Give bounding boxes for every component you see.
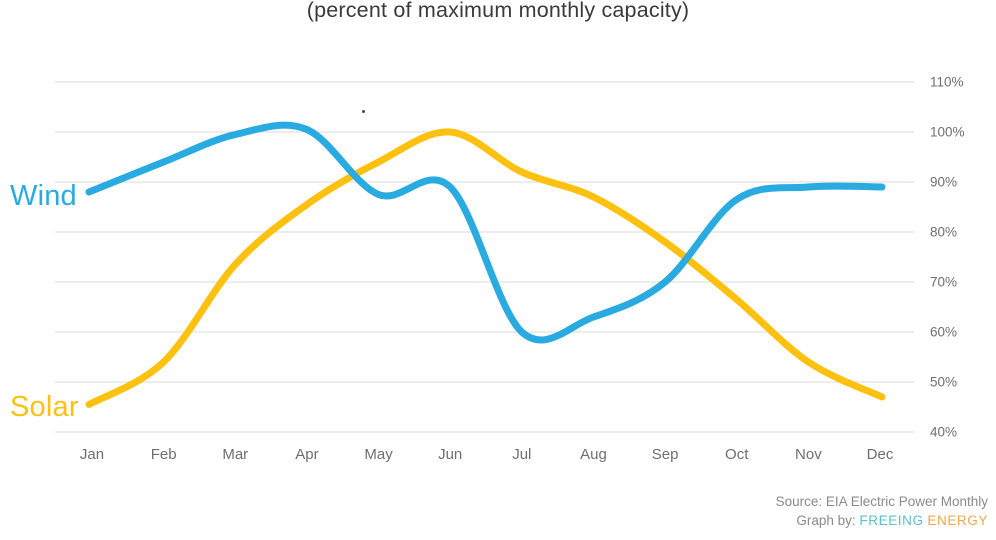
x-tick-label: Jul: [512, 446, 532, 463]
y-tick-label: 90%: [930, 174, 958, 190]
y-tick-label: 70%: [930, 274, 958, 290]
brand-freeing: FREEING: [859, 513, 924, 528]
graph-by-line: Graph by: FREEING ENERGY: [776, 512, 988, 530]
x-tick-label: Nov: [795, 446, 822, 463]
x-tick-label: Oct: [725, 446, 749, 463]
x-tick-label: Sep: [651, 446, 679, 463]
wind-series-label: Wind: [10, 180, 77, 212]
stray-dot: [362, 110, 365, 113]
x-tick-label: Aug: [580, 446, 607, 463]
x-tick-label: Feb: [150, 446, 177, 463]
x-tick-label: Apr: [295, 446, 319, 463]
x-tick-label: Mar: [222, 446, 249, 463]
wind-line: [85, 121, 886, 344]
x-tick-label: Jun: [438, 446, 463, 463]
source-line: Source: EIA Electric Power Monthly: [775, 494, 988, 509]
x-tick-label: May: [364, 446, 393, 463]
solar-line: [85, 128, 886, 408]
y-tick-label: 100%: [930, 124, 965, 140]
y-tick-label: 110%: [930, 74, 964, 90]
chart-subtitle: (percent of maximum monthly capacity): [306, 0, 690, 22]
graph-by-prefix: Graph by:: [796, 513, 856, 528]
y-tick-label: 50%: [930, 374, 958, 390]
y-tick-label: 80%: [930, 224, 958, 240]
y-tick-label: 60%: [930, 324, 958, 340]
x-tick-label: Dec: [866, 446, 894, 463]
x-tick-label: Jan: [79, 446, 105, 463]
brand-energy: ENERGY: [927, 513, 988, 528]
solar-series-label: Solar: [10, 391, 79, 423]
y-tick-label: 40%: [930, 424, 958, 440]
attribution: Source: EIA Electric Power Monthly Graph…: [776, 493, 988, 530]
